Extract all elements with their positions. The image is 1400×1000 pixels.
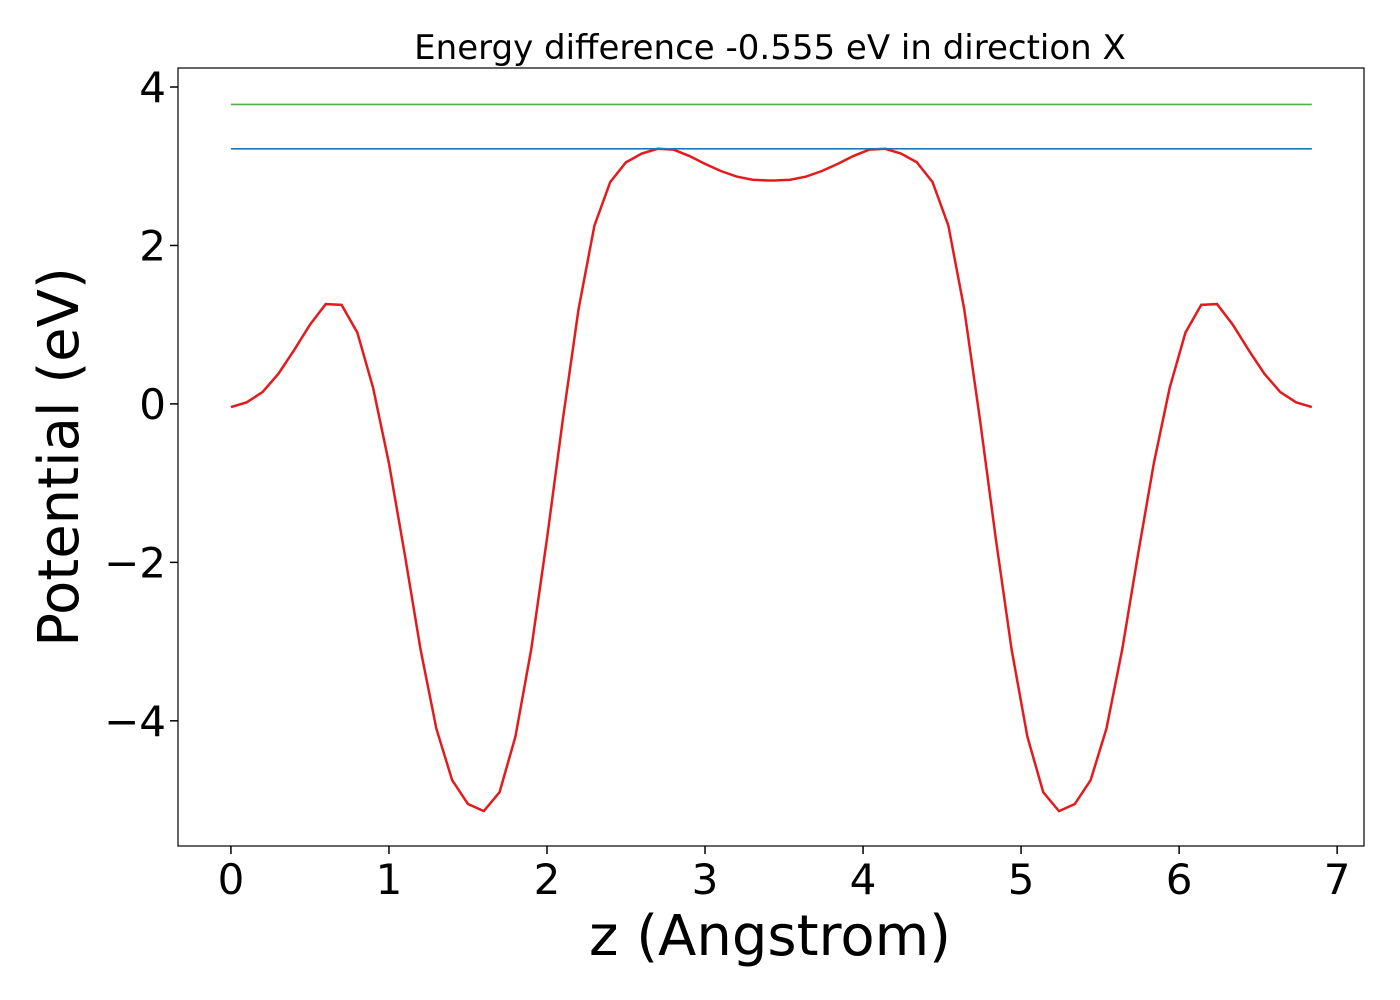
chart-title: Energy difference -0.555 eV in direction… <box>414 28 1126 68</box>
x-tick-label: 6 <box>1166 855 1193 904</box>
y-tick-label: 4 <box>139 63 166 112</box>
y-tick-label: 2 <box>139 221 166 270</box>
x-tick-label: 3 <box>692 855 719 904</box>
x-tick-label: 4 <box>850 855 877 904</box>
y-axis-label: Potential (eV) <box>27 267 92 647</box>
x-tick-label: 7 <box>1324 855 1351 904</box>
x-tick-label: 0 <box>218 855 245 904</box>
y-tick-label: −4 <box>104 697 166 746</box>
plot-frame <box>177 67 1365 847</box>
y-tick-label: −2 <box>104 538 166 587</box>
y-tick-label: 0 <box>139 380 166 429</box>
x-tick-label: 2 <box>534 855 561 904</box>
x-tick-label: 5 <box>1008 855 1035 904</box>
x-tick-label: 1 <box>376 855 403 904</box>
x-axis-label: z (Angstrom) <box>589 904 951 969</box>
line <box>230 147 1313 813</box>
